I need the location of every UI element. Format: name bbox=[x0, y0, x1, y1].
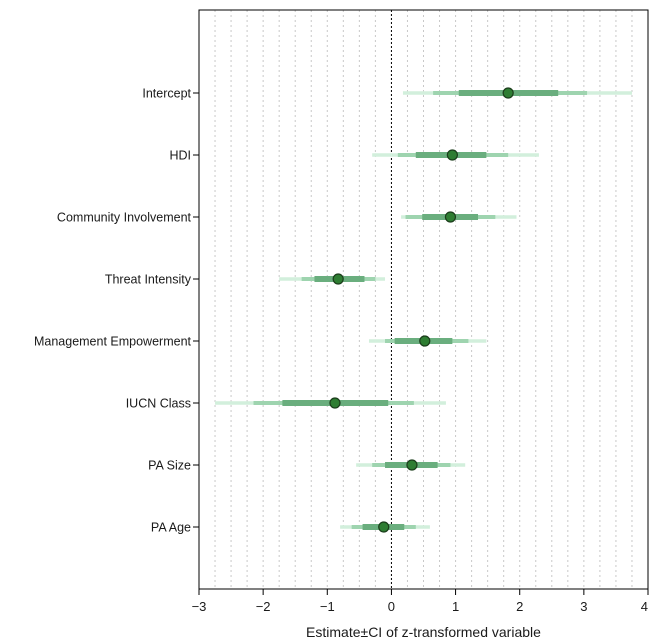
x-axis-title: Estimate±CI of z-transformed variable bbox=[306, 624, 541, 640]
grid-lines bbox=[214, 10, 633, 589]
variable-label: Intercept bbox=[142, 87, 191, 101]
estimate-point bbox=[332, 273, 344, 285]
estimate-points bbox=[329, 87, 514, 533]
estimate-point bbox=[502, 87, 514, 99]
x-tick-label: −1 bbox=[320, 599, 335, 614]
x-tick-label: −3 bbox=[192, 599, 207, 614]
x-tick-label: 3 bbox=[580, 599, 587, 614]
x-tick-label: 0 bbox=[388, 599, 395, 614]
estimate-point bbox=[378, 521, 390, 533]
x-tick-label: 2 bbox=[516, 599, 523, 614]
x-ticks: −3 −2 −1 0 1 2 3 4 bbox=[192, 589, 649, 614]
estimate-point bbox=[419, 335, 431, 347]
plot-frame bbox=[198, 9, 649, 590]
variable-label: HDI bbox=[169, 149, 191, 163]
estimate-point bbox=[444, 211, 457, 223]
variable-label: IUCN Class bbox=[126, 397, 191, 411]
estimate-point bbox=[329, 397, 341, 409]
x-tick-label: −2 bbox=[256, 599, 271, 614]
variable-label: Threat Intensity bbox=[105, 273, 192, 287]
x-tick-label: 1 bbox=[452, 599, 459, 614]
variable-labels: Intercept HDI Community Involvement Threat … bbox=[34, 87, 192, 535]
variable-label: Management Empowerment bbox=[34, 335, 192, 349]
variable-label: PA Age bbox=[151, 521, 191, 535]
y-ticks bbox=[193, 92, 199, 528]
x-tick-label: 4 bbox=[641, 599, 648, 614]
estimate-point bbox=[406, 459, 418, 471]
estimate-point bbox=[446, 149, 458, 161]
variable-label: Community Involvement bbox=[57, 211, 192, 225]
variable-label: PA Size bbox=[148, 459, 191, 473]
